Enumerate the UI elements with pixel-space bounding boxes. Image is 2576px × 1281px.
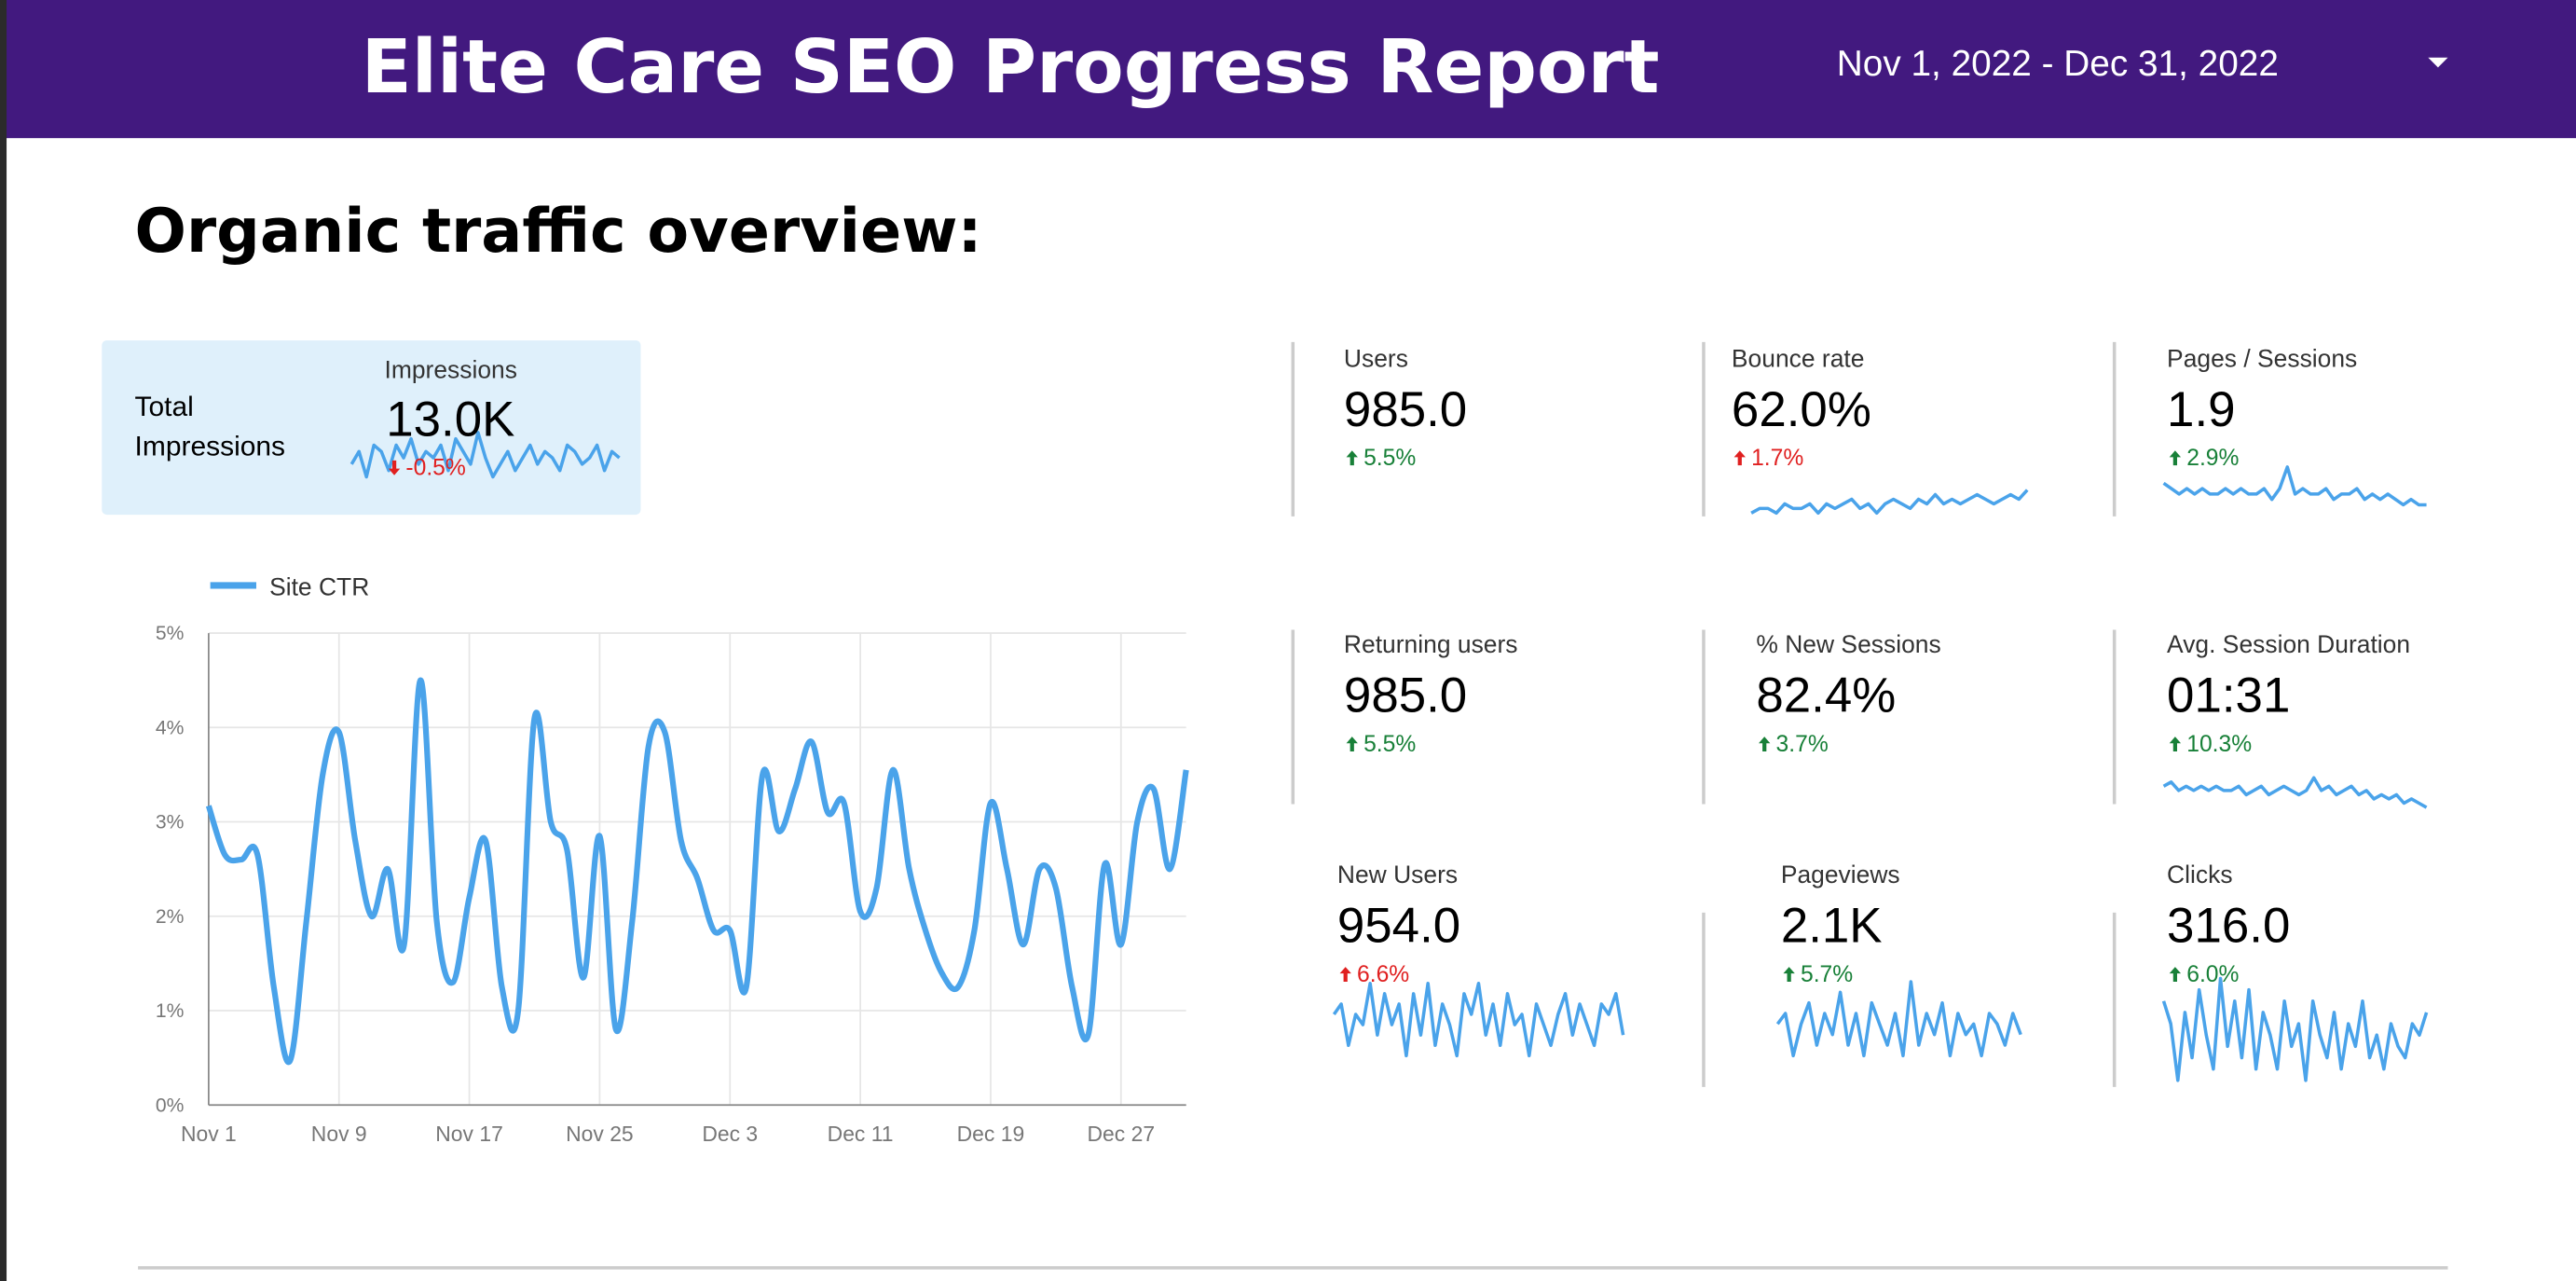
card-caption: Total [135,392,194,422]
trend-arrow [1346,450,1358,466]
card-label: Clicks [2167,861,2232,888]
y-tick-label: 0% [156,1095,185,1116]
card-value: 13.0K [386,392,514,447]
card-value: 985.0 [1344,668,1467,723]
trend-arrow [1346,737,1358,752]
trend-arrow [2169,450,2182,466]
sparkline [2162,776,2428,809]
trend-arrow [1759,737,1771,752]
sparkline [1750,489,2029,516]
trend-arrow [1733,450,1746,466]
x-tick-label: Nov 9 [311,1122,367,1146]
card-label: Bounce rate [1732,344,1865,372]
y-tick-label: 1% [156,1000,185,1022]
card-delta: 5.5% [1363,732,1416,757]
x-tick-label: Nov 1 [181,1122,237,1146]
card-delta: 2.9% [2186,446,2239,471]
date-range[interactable]: Nov 1, 2022 - Dec 31, 2022 [1837,44,2279,84]
sparkline [2161,976,2429,1082]
card-delta: 5.5% [1363,446,1416,471]
card-label: Pageviews [1781,861,1900,888]
trend-arrow [388,460,401,475]
legend-label: Site CTR [269,572,369,600]
card-delta: 5.7% [1801,962,1853,987]
card-label: Avg. Session Duration [2167,630,2410,658]
card-label: Impressions [384,356,516,384]
card-value: 82.4% [1756,668,1896,723]
card-value: 954.0 [1337,899,1460,954]
card-value: 316.0 [2167,899,2290,954]
left-edge [0,0,7,1281]
x-tick-label: Nov 25 [566,1122,634,1146]
sparkline [349,431,621,479]
x-tick-label: Dec 3 [702,1122,758,1146]
card-value: 01:31 [2167,668,2290,723]
card-caption: Impressions [135,432,286,462]
trend-arrow [2169,967,2182,982]
trend-arrow [2169,737,2182,752]
card-value: 1.9 [2167,382,2235,437]
y-tick-label: 4% [156,717,185,738]
dropdown-arrow[interactable] [2428,57,2448,68]
card-value: 2.1K [1781,899,1883,954]
card-delta: 6.6% [1357,962,1409,987]
header-bar [0,0,2576,139]
sparkline [1775,980,2022,1058]
impressions-card [102,340,641,516]
trend-arrow [1339,967,1351,982]
y-tick-label: 2% [156,906,185,928]
report-title: Elite Care SEO Progress Report [362,23,1660,110]
card-delta: 1.7% [1751,446,1803,471]
card-value: 985.0 [1344,382,1467,437]
card-delta: -0.5% [405,456,465,481]
card-delta: 6.0% [2186,962,2239,987]
y-tick-label: 3% [156,812,185,833]
card-label: Pages / Sessions [2167,344,2357,372]
card-label: % New Sessions [1756,630,1940,658]
ctr-line [205,677,1189,1066]
section-title: Organic traffic overview: [135,196,982,267]
card-label: New Users [1337,861,1458,888]
sparkline [1332,981,1625,1058]
sparkline [2162,465,2427,507]
card-delta: 10.3% [2186,732,2252,757]
x-tick-label: Dec 19 [957,1122,1025,1146]
x-tick-label: Dec 27 [1088,1122,1156,1146]
card-label: Returning users [1344,630,1518,658]
x-tick-label: Dec 11 [828,1122,894,1146]
card-delta: 3.7% [1776,732,1829,757]
y-tick-label: 5% [156,623,185,644]
trend-arrow [1783,967,1795,982]
card-value: 62.0% [1732,382,1871,437]
card-label: Users [1344,344,1408,372]
x-tick-label: Nov 17 [435,1122,503,1146]
